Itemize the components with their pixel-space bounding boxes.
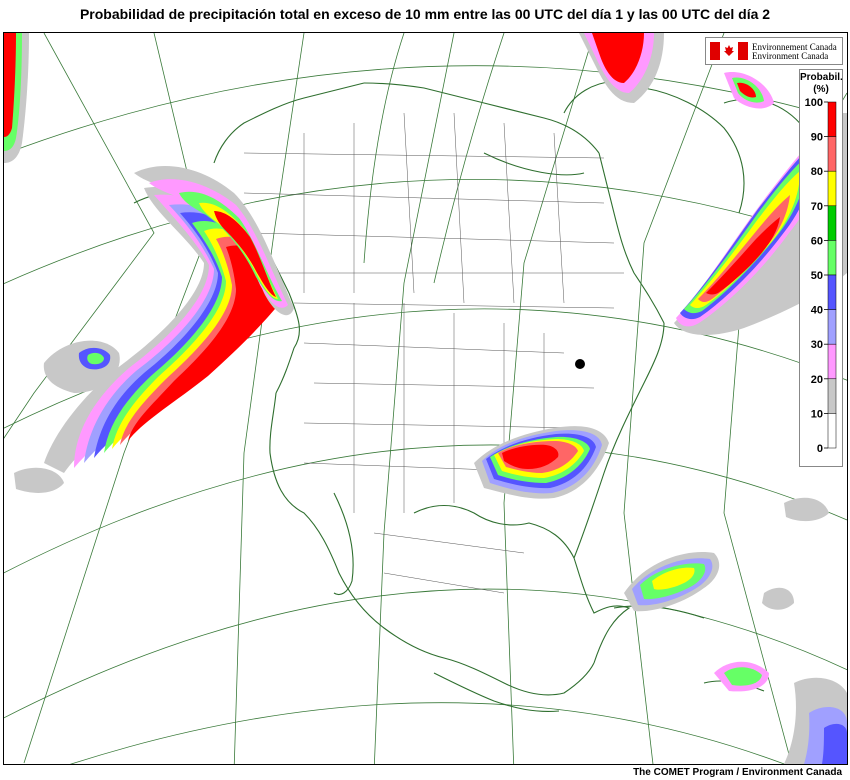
prob-alaska-sw [4, 33, 29, 163]
legend-swatch [827, 413, 837, 449]
legend-tick-label: 40 [811, 305, 823, 317]
legend-tick-label: 30 [811, 339, 823, 351]
credit-text: The COMET Program / Environment Canada [633, 767, 842, 778]
map-title: Probabilidad de precipitación total en e… [79, 6, 771, 22]
logo-text-english: Environment Canada [752, 51, 829, 61]
prob-gulf-coast [474, 426, 609, 499]
legend-tick-label: 80 [811, 166, 823, 178]
coastlines [133, 80, 805, 712]
legend-title-line2: (%) [813, 84, 829, 95]
location-marker [575, 359, 585, 369]
legend-title: Probabil. (%) [800, 72, 843, 96]
legend-swatch [827, 309, 837, 345]
prob-pacific-cells [14, 340, 120, 493]
legend-swatch [827, 205, 837, 241]
legend-swatch [827, 274, 837, 310]
probability-legend: Probabil. (%) 100 90 80 70 60 50 40 30 20 10 0 [799, 69, 843, 467]
legend-swatch [827, 378, 837, 414]
legend-swatch [827, 170, 837, 207]
legend-tick-label: 60 [811, 235, 823, 247]
legend-swatch [827, 136, 837, 172]
prob-caribbean [624, 497, 847, 764]
legend-tick-label: 10 [811, 408, 823, 420]
legend-swatch [827, 240, 837, 276]
legend-tick-label: 90 [811, 132, 823, 144]
prob-west-coast-band [44, 186, 280, 473]
precipitation-probability-map [4, 33, 847, 764]
legend-tick-label: 0 [817, 443, 823, 455]
legend-tick-label: 50 [811, 270, 823, 282]
graticule [4, 33, 847, 764]
environment-canada-logo: Environnement Canada Environment Canada [705, 37, 843, 65]
legend-tick-label: 20 [811, 374, 823, 386]
legend-swatch [827, 343, 837, 380]
legend-title-line1: Probabil. [800, 72, 843, 83]
canada-flag-icon [710, 42, 748, 60]
prob-greenland [579, 33, 774, 109]
political-boundaries [243, 112, 624, 594]
map-area: Environnement Canada Environment Canada … [3, 32, 848, 765]
logo-text-french: Environnement Canada [752, 42, 837, 52]
legend-swatch [827, 101, 837, 137]
legend-tick-label: 100 [805, 97, 823, 109]
legend-tick-label: 70 [811, 201, 823, 213]
prob-alaska-panhandle [134, 165, 294, 316]
